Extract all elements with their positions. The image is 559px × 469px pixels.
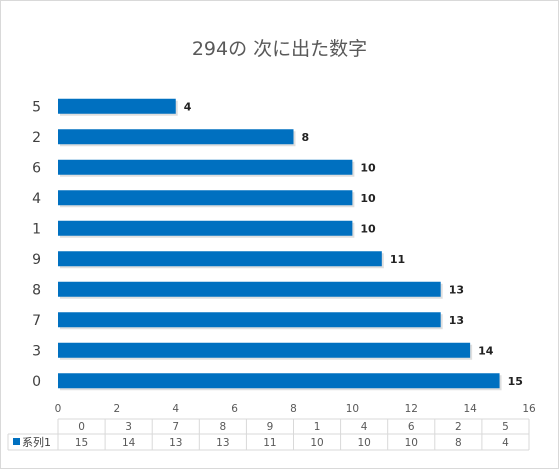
category-label: 7 <box>32 313 41 329</box>
table-category: 3 <box>125 421 132 433</box>
bar-7 <box>58 312 441 328</box>
bar-4 <box>58 190 353 206</box>
table-value: 13 <box>216 437 229 449</box>
table-value: 11 <box>263 437 276 449</box>
table-value: 10 <box>357 437 370 449</box>
bar-2 <box>58 129 294 145</box>
category-label: 9 <box>32 252 41 268</box>
legend-series-name: 系列1 <box>22 435 51 449</box>
category-label: 5 <box>32 99 41 115</box>
data-label: 15 <box>508 375 523 388</box>
table-category: 9 <box>267 421 274 433</box>
table-category: 5 <box>502 421 509 433</box>
x-tick-label: 6 <box>231 403 238 415</box>
table-value: 4 <box>502 437 509 449</box>
data-label: 14 <box>478 344 494 357</box>
data-label: 10 <box>360 192 376 205</box>
category-label: 8 <box>32 282 41 298</box>
x-tick-label: 10 <box>346 403 359 415</box>
data-label: 10 <box>360 222 376 235</box>
data-label: 13 <box>449 314 464 327</box>
bar-0 <box>58 373 500 389</box>
bar-6 <box>58 159 353 175</box>
category-label: 2 <box>32 130 41 146</box>
table-value: 10 <box>310 437 323 449</box>
table-value: 10 <box>405 437 418 449</box>
table-category: 8 <box>220 421 227 433</box>
table-category: 6 <box>408 421 415 433</box>
data-label: 11 <box>390 253 405 266</box>
x-tick-label: 2 <box>114 403 121 415</box>
x-tick-label: 16 <box>522 403 536 415</box>
data-label: 4 <box>184 100 192 113</box>
table-category: 2 <box>455 421 462 433</box>
table-value: 15 <box>75 437 88 449</box>
table-category: 7 <box>172 421 179 433</box>
x-tick-label: 4 <box>172 403 179 415</box>
category-label: 4 <box>32 191 41 207</box>
bar-9 <box>58 251 382 267</box>
table-value: 8 <box>455 437 462 449</box>
bar-5 <box>58 98 176 114</box>
data-label: 8 <box>302 131 310 144</box>
legend-swatch <box>13 438 20 445</box>
x-tick-label: 0 <box>55 403 62 415</box>
bar-1 <box>58 220 353 236</box>
category-label: 0 <box>32 374 41 390</box>
category-label: 1 <box>32 221 41 237</box>
table-category: 0 <box>78 421 85 433</box>
data-label: 13 <box>449 283 464 296</box>
x-tick-label: 8 <box>290 403 297 415</box>
table-value: 13 <box>169 437 182 449</box>
data-label: 10 <box>360 161 376 174</box>
x-tick-label: 12 <box>405 403 418 415</box>
table-category: 4 <box>361 421 368 433</box>
x-tick-label: 14 <box>463 403 477 415</box>
category-label: 3 <box>32 343 41 359</box>
chart-title: 294の 次に出た数字 <box>191 38 368 60</box>
bar-3 <box>58 342 471 358</box>
category-label: 6 <box>32 160 41 176</box>
table-value: 14 <box>122 437 136 449</box>
bar-8 <box>58 281 441 297</box>
table-category: 1 <box>314 421 321 433</box>
